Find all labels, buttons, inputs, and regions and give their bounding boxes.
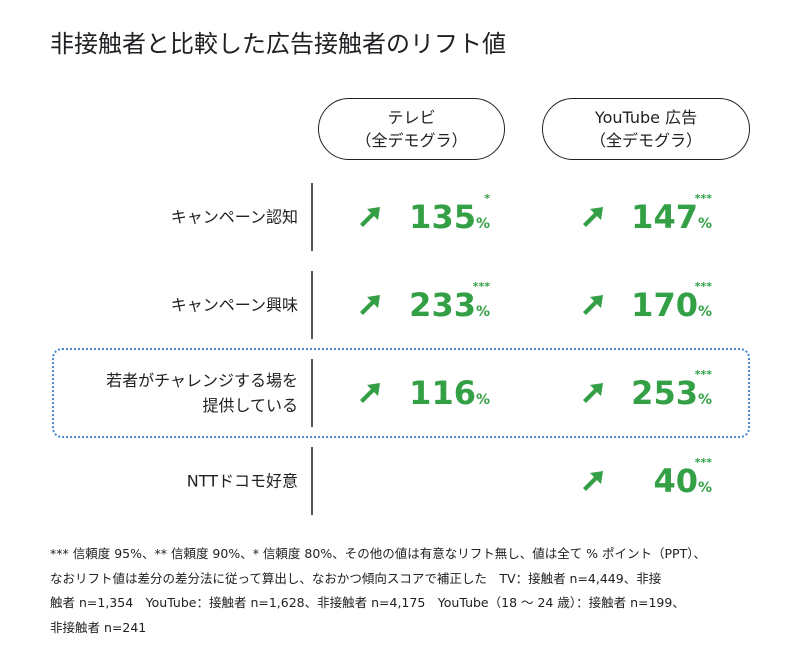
lift-value: 233% *** [409, 280, 490, 324]
value-unit: % [475, 304, 490, 320]
row-label: 若者がチャレンジする場を提供している [106, 368, 298, 418]
divider [311, 359, 313, 427]
value-unit: % [697, 392, 712, 408]
value-number: 135 [409, 198, 476, 236]
footnote-line: 触者 n=1,354 YouTube：接触者 n=1,628、非接触者 n=4,… [50, 595, 685, 610]
footnote-line: 非接触者 n=241 [50, 619, 147, 635]
value-number: 40 [653, 462, 698, 500]
significance: *** [694, 456, 712, 469]
header-line: （全デモグラ） [355, 131, 468, 150]
row-label: NTTドコモ好意 [187, 469, 298, 494]
header-line: YouTube 広告 [594, 108, 698, 127]
lift-value: 116% [409, 374, 490, 412]
column-header: テレビ （全デモグラ） [318, 98, 505, 160]
divider [311, 183, 313, 251]
lift-value: 253% *** [631, 368, 712, 412]
footnote-line: なおリフト値は差分の差分法に従って算出し、なおかつ傾向スコアで補正した TV：接… [50, 570, 662, 586]
arrow-icon [356, 291, 384, 319]
value-unit: % [697, 480, 712, 496]
value-unit: % [475, 216, 490, 232]
label-line: キャンペーン認知 [170, 207, 298, 227]
significance: *** [694, 280, 712, 293]
lift-value: 170% *** [631, 280, 712, 324]
significance: *** [694, 368, 712, 381]
value-number: 116 [409, 374, 476, 412]
label-line: キャンペーン興味 [170, 295, 298, 315]
label-line: 提供している [202, 396, 298, 415]
row-label: キャンペーン興味 [171, 293, 298, 318]
divider [311, 447, 313, 515]
value-unit: % [475, 392, 490, 408]
arrow-icon [579, 467, 607, 495]
lift-value: 40% *** [653, 456, 712, 500]
arrow-icon [579, 379, 607, 407]
arrow-icon [579, 291, 607, 319]
significance: *** [694, 192, 712, 205]
value-number: 170 [631, 286, 698, 324]
highlight-box [52, 348, 750, 438]
label-line: 若者がチャレンジする場を [106, 371, 298, 390]
footnote: *** 信頼度 95%、** 信頼度 90%、* 信頼度 80%、その他の値は有… [50, 542, 706, 640]
lift-value: 147% *** [631, 192, 712, 236]
divider [311, 271, 313, 339]
label-line: NTTドコモ好意 [186, 471, 298, 491]
lift-value: 135% * [409, 192, 490, 236]
column-header: YouTube 広告 （全デモグラ） [542, 98, 750, 160]
row-label: キャンペーン認知 [171, 205, 298, 230]
value-number: 253 [631, 374, 698, 412]
arrow-icon [356, 203, 384, 231]
significance: * [484, 192, 490, 205]
significance: *** [472, 280, 490, 293]
value-number: 147 [631, 198, 698, 236]
value-unit: % [697, 304, 712, 320]
arrow-icon [356, 379, 384, 407]
value-number: 233 [409, 286, 476, 324]
arrow-icon [579, 203, 607, 231]
header-line: テレビ [387, 108, 436, 127]
footnote-line: *** 信頼度 95%、** 信頼度 90%、* 信頼度 80%、その他の値は有… [50, 546, 706, 561]
value-unit: % [697, 216, 712, 232]
title: 非接触者と比較した広告接触者のリフト値 [50, 30, 506, 58]
header-line: （全デモグラ） [589, 131, 702, 150]
